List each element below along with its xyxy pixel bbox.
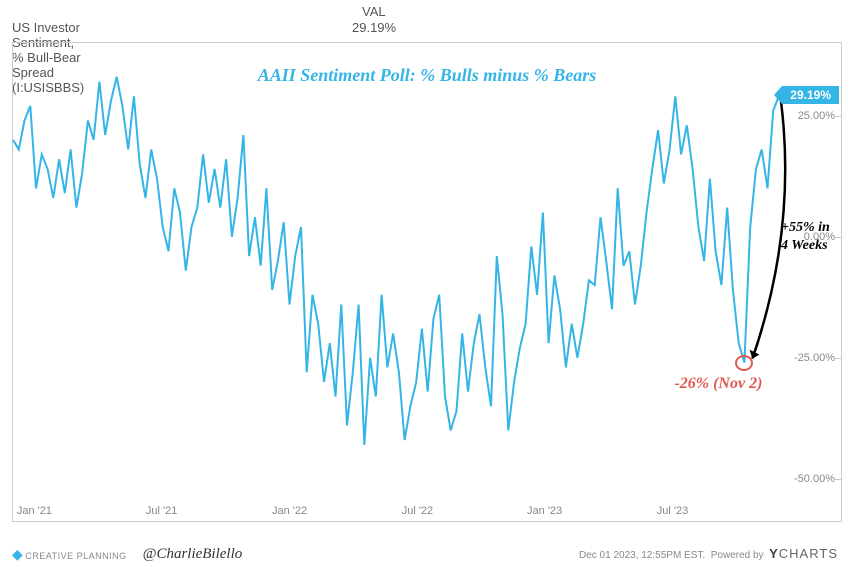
- twitter-handle: @CharlieBilello: [143, 546, 243, 563]
- data-line: [13, 77, 779, 445]
- y-axis-tick-mark: [835, 358, 841, 359]
- y-axis-tick-mark: [835, 479, 841, 480]
- value-badge: 29.19%: [782, 86, 839, 104]
- val-column-label: VAL: [362, 4, 386, 19]
- chart-container: VAL US Investor Sentiment, % Bull-Bear S…: [0, 0, 850, 567]
- chart-footer: ◆CREATIVE PLANNING @CharlieBilello Dec 0…: [12, 541, 838, 563]
- x-axis-tick-label: Jul '21: [146, 505, 177, 517]
- x-axis-tick-label: Jan '22: [272, 505, 307, 517]
- y-axis-tick-mark: [835, 237, 841, 238]
- y-axis-tick-label: -50.00%: [794, 473, 835, 485]
- line-chart-svg: [13, 43, 841, 521]
- creative-planning-text: CREATIVE PLANNING: [25, 551, 126, 561]
- current-value: 29.19%: [352, 20, 396, 35]
- footer-left: ◆CREATIVE PLANNING @CharlieBilello: [12, 546, 242, 563]
- powered-by-text: Powered by: [711, 550, 764, 561]
- x-axis-tick-label: Jan '23: [527, 505, 562, 517]
- low-point-annotation: -26% (Nov 2): [674, 375, 762, 393]
- y-axis-tick-label: 0.00%: [804, 231, 835, 243]
- creative-planning-logo: ◆CREATIVE PLANNING: [12, 546, 127, 563]
- cp-mark-icon: ◆: [12, 546, 23, 562]
- plot-area: AAII Sentiment Poll: % Bulls minus % Bea…: [12, 42, 842, 522]
- x-axis-tick-label: Jan '21: [17, 505, 52, 517]
- y-axis-tick-mark: [835, 116, 841, 117]
- ycharts-y-icon: Y: [769, 546, 779, 561]
- y-axis-tick-label: 25.00%: [798, 110, 835, 122]
- x-axis-tick-label: Jul '23: [657, 505, 688, 517]
- timestamp: Dec 01 2023, 12:55PM EST.: [579, 550, 705, 561]
- ycharts-logo: YCHARTS: [769, 546, 838, 561]
- y-axis-tick-label: -25.00%: [794, 352, 835, 364]
- ycharts-text: CHARTS: [779, 546, 838, 561]
- x-axis-tick-label: Jul '22: [402, 505, 433, 517]
- footer-right: Dec 01 2023, 12:55PM EST. Powered by YCH…: [579, 546, 838, 561]
- low-point-circle-icon: [735, 355, 753, 371]
